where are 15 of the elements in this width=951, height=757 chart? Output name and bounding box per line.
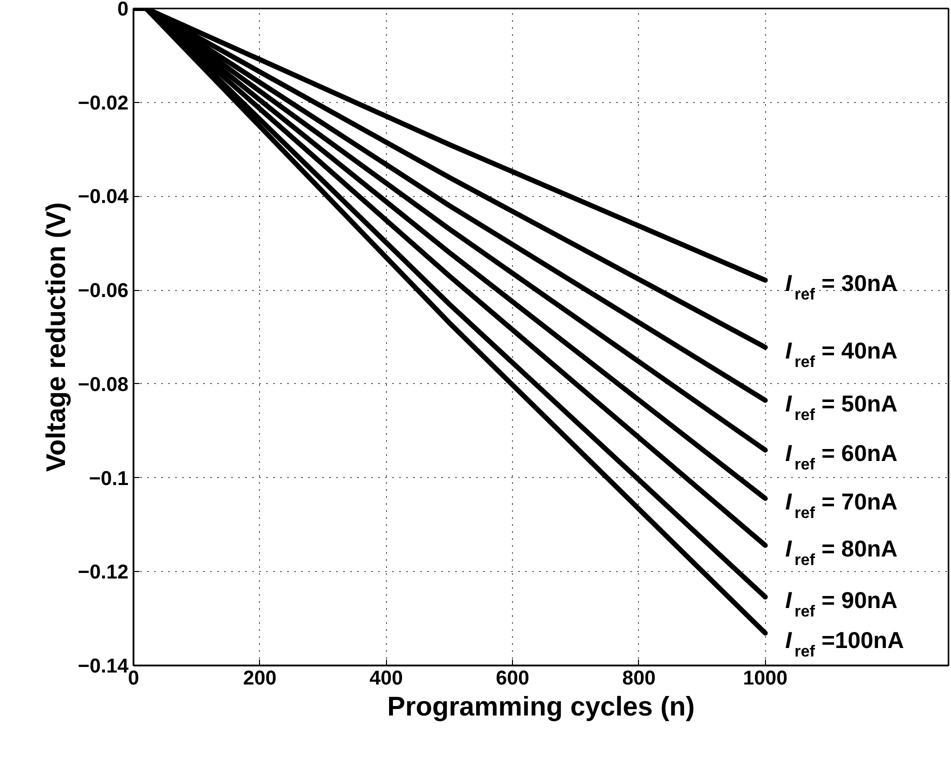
y-tick-label: −0.02 bbox=[78, 92, 129, 114]
y-tick-label: −0.08 bbox=[78, 374, 129, 396]
x-tick-label: 600 bbox=[496, 668, 530, 690]
y-tick-label: −0.12 bbox=[78, 562, 129, 584]
y-tick-label: −0.06 bbox=[78, 280, 129, 302]
y-tick-label: −0.1 bbox=[89, 468, 128, 490]
x-axis-title: Programming cycles (n) bbox=[387, 692, 695, 722]
y-tick-label: −0.04 bbox=[78, 186, 130, 208]
x-tick-label: 800 bbox=[622, 668, 656, 690]
x-tick-label: 400 bbox=[370, 668, 403, 690]
y-tick-label: 0 bbox=[117, 0, 128, 20]
y-tick-label: −0.14 bbox=[78, 656, 130, 678]
x-tick-label: 200 bbox=[243, 668, 277, 690]
x-tick-label: 1000 bbox=[743, 668, 788, 690]
y-axis-title: Voltage reduction (V) bbox=[40, 202, 71, 472]
